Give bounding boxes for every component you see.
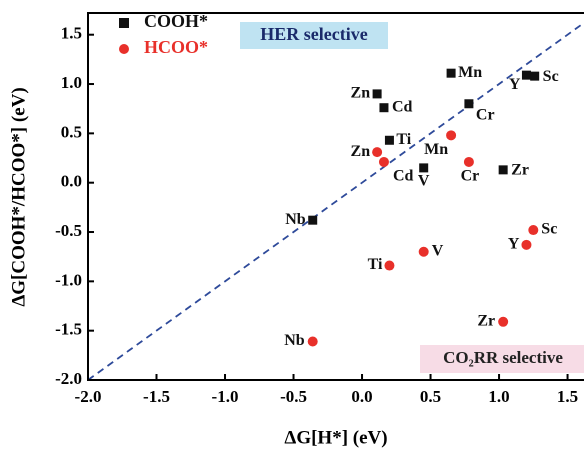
y-tick-label: 1.5 bbox=[61, 24, 82, 43]
y-tick-label: -2.0 bbox=[55, 369, 82, 388]
point-label: V bbox=[418, 173, 430, 190]
data-point bbox=[464, 99, 474, 109]
point-label: Mn bbox=[458, 64, 482, 81]
co2rr-box bbox=[420, 345, 584, 373]
y-axis-label: ΔG[COOH*/HCOO*] (eV) bbox=[8, 87, 29, 306]
data-point bbox=[446, 130, 457, 141]
x-tick-label: -1.5 bbox=[143, 387, 170, 406]
data-point bbox=[308, 215, 318, 225]
point-label: Cd bbox=[393, 168, 414, 185]
x-tick-label: -1.0 bbox=[212, 387, 239, 406]
x-tick-label: 0.0 bbox=[351, 387, 372, 406]
x-tick-label: 1.0 bbox=[488, 387, 509, 406]
point-label: Cr bbox=[476, 106, 495, 123]
y-tick-label: -1.5 bbox=[55, 320, 82, 339]
legend-marker bbox=[119, 44, 129, 54]
data-point bbox=[307, 336, 318, 347]
data-point bbox=[378, 156, 389, 167]
y-tick-label: 1.0 bbox=[61, 73, 82, 92]
data-point bbox=[446, 68, 456, 78]
y-tick-label: -0.5 bbox=[55, 221, 82, 240]
x-tick-label: 1.5 bbox=[557, 387, 578, 406]
plot-frame bbox=[87, 12, 584, 381]
legend-label: COOH* bbox=[144, 11, 208, 31]
data-point bbox=[498, 165, 508, 175]
point-label: Zn bbox=[351, 85, 371, 102]
data-point bbox=[384, 260, 395, 271]
point-label: Zr bbox=[511, 162, 529, 179]
point-label: Y bbox=[508, 236, 520, 253]
data-point bbox=[372, 89, 382, 99]
x-tick-label: -0.5 bbox=[280, 387, 307, 406]
legend-marker bbox=[119, 18, 129, 28]
point-label: Ti bbox=[368, 256, 383, 273]
data-point bbox=[372, 147, 383, 158]
point-label: Cd bbox=[392, 98, 413, 115]
point-label: Nb bbox=[284, 332, 305, 349]
legend-label: HCOO* bbox=[144, 37, 208, 57]
data-point bbox=[498, 316, 509, 327]
point-label: Sc bbox=[543, 68, 559, 85]
y-tick-label: 0.0 bbox=[61, 172, 82, 191]
parity-line bbox=[87, 22, 584, 381]
point-label: Mn bbox=[424, 141, 448, 158]
x-axis-label: ΔG[H*] (eV) bbox=[284, 427, 387, 448]
annotation: CO₂RR selective bbox=[443, 348, 563, 367]
data-point bbox=[379, 103, 389, 113]
point-label: Zr bbox=[477, 312, 495, 329]
point-label: Nb bbox=[285, 211, 306, 228]
point-label: Zn bbox=[351, 143, 371, 160]
data-point bbox=[530, 71, 540, 81]
data-point bbox=[418, 246, 429, 257]
point-label: Y bbox=[509, 76, 521, 93]
annotation: HER selective bbox=[260, 24, 367, 44]
her-box bbox=[240, 22, 388, 49]
data-point bbox=[463, 156, 474, 167]
y-tick-label: 0.5 bbox=[61, 122, 82, 141]
data-point bbox=[521, 70, 531, 80]
data-point bbox=[384, 135, 394, 145]
data-point bbox=[528, 225, 539, 236]
point-label: V bbox=[432, 242, 444, 259]
point-label: Cr bbox=[461, 168, 480, 185]
x-tick-label: -2.0 bbox=[75, 387, 102, 406]
point-label: Sc bbox=[541, 221, 557, 238]
x-tick-label: 0.5 bbox=[420, 387, 441, 406]
y-tick-label: -1.0 bbox=[55, 270, 82, 289]
data-point bbox=[419, 163, 429, 173]
point-label: Ti bbox=[396, 131, 411, 148]
data-point bbox=[521, 239, 532, 250]
